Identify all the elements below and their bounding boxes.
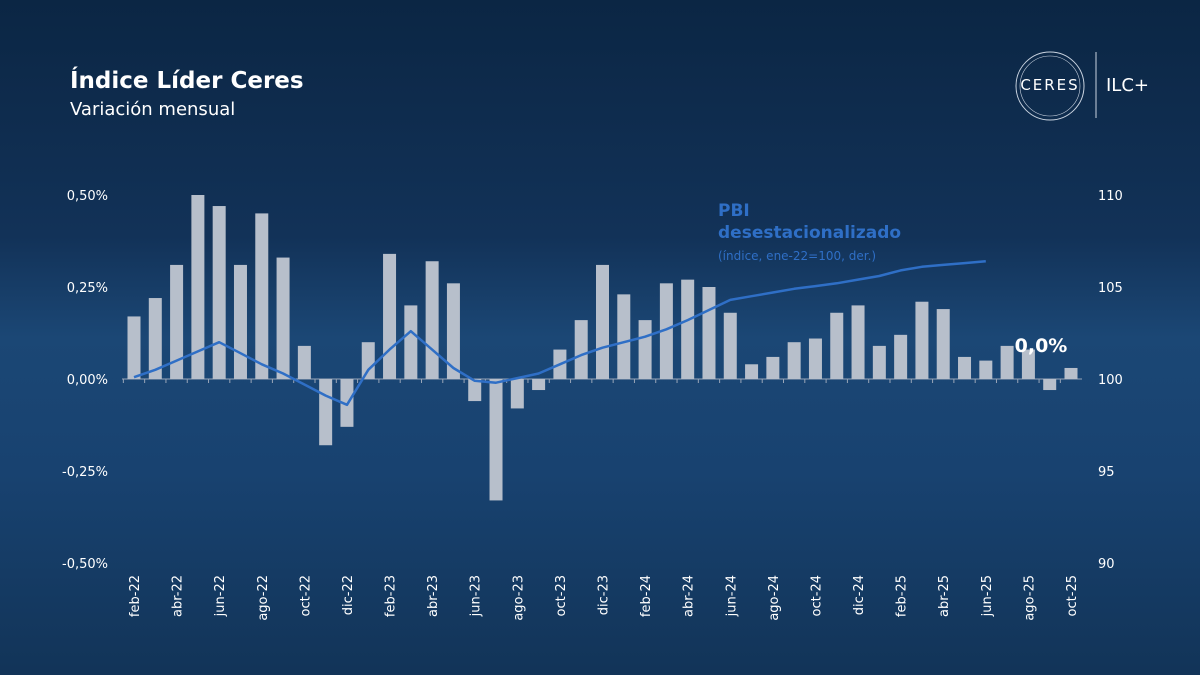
bar bbox=[936, 309, 950, 379]
bar bbox=[233, 264, 247, 379]
y2-tick-label: 100 bbox=[1098, 373, 1123, 388]
logo-ring bbox=[1019, 55, 1081, 117]
bar bbox=[958, 356, 972, 379]
x-tick-label: feb-25 bbox=[895, 575, 910, 617]
bar bbox=[723, 312, 737, 379]
bar bbox=[446, 283, 460, 379]
bar bbox=[872, 345, 886, 379]
x-tick-label: feb-23 bbox=[384, 575, 399, 617]
x-tick-label: dic-23 bbox=[597, 575, 612, 615]
bar bbox=[617, 294, 631, 379]
bar bbox=[319, 379, 333, 446]
logo-ring bbox=[1015, 51, 1085, 121]
bar bbox=[1064, 367, 1078, 379]
y-tick-label: 0,50% bbox=[67, 189, 108, 204]
bar bbox=[745, 364, 759, 379]
x-tick-label: dic-22 bbox=[341, 575, 356, 615]
bar bbox=[489, 379, 503, 501]
bar bbox=[191, 195, 205, 379]
bar bbox=[596, 264, 609, 379]
line-legend: PBI desestacionalizado bbox=[718, 201, 902, 243]
line-note: (índice, ene-22=100, der.) bbox=[718, 249, 877, 263]
bar bbox=[255, 213, 269, 379]
bar bbox=[702, 287, 716, 379]
logo-product: ILC+ bbox=[1106, 75, 1149, 96]
bar bbox=[404, 305, 418, 379]
line bbox=[133, 259, 986, 407]
bar bbox=[148, 298, 162, 379]
x-tick-label: oct-25 bbox=[1065, 575, 1080, 616]
bar bbox=[638, 320, 652, 379]
x-tick-label: oct-23 bbox=[554, 575, 569, 616]
bar bbox=[361, 342, 375, 379]
bar bbox=[851, 305, 865, 379]
x-tick-label: abr-22 bbox=[171, 575, 186, 617]
x-tick-label: oct-22 bbox=[298, 575, 313, 616]
x-tick-label: feb-24 bbox=[639, 575, 654, 617]
y2-tick-label: 95 bbox=[1098, 465, 1115, 480]
bar bbox=[894, 334, 908, 379]
x-tick-label: ago-25 bbox=[1022, 575, 1037, 621]
bar bbox=[510, 379, 524, 409]
bar bbox=[766, 356, 780, 379]
bar bbox=[574, 320, 588, 379]
bar bbox=[659, 283, 673, 379]
x-tick-label: abr-25 bbox=[937, 575, 952, 617]
bar bbox=[979, 360, 993, 379]
x-tick-label: ago-24 bbox=[767, 575, 782, 621]
bar bbox=[1021, 349, 1035, 379]
chart-title: Índice Líder Ceres bbox=[70, 68, 304, 94]
bar bbox=[532, 379, 546, 391]
x-tick-label: jun-23 bbox=[469, 575, 484, 617]
bar bbox=[276, 257, 290, 379]
bar bbox=[212, 206, 226, 379]
bar bbox=[681, 279, 695, 379]
x-tick-label: oct-24 bbox=[809, 575, 824, 616]
bar bbox=[787, 342, 801, 379]
x-tick-label: jun-24 bbox=[724, 575, 739, 617]
bar bbox=[127, 316, 141, 379]
bar bbox=[1043, 379, 1057, 391]
bar bbox=[1000, 345, 1014, 379]
y-tick-label: -0,25% bbox=[62, 465, 108, 480]
bar bbox=[830, 312, 844, 379]
bar bbox=[425, 261, 439, 379]
chart-subtitle: Variación mensual bbox=[70, 99, 236, 120]
y2-tick-label: 105 bbox=[1098, 281, 1123, 296]
x-tick-label: dic-24 bbox=[852, 575, 867, 615]
x-tick-label: abr-24 bbox=[682, 575, 697, 617]
x-tick-label: ago-22 bbox=[256, 575, 271, 621]
bar bbox=[297, 345, 311, 379]
data-label: 0,0% bbox=[1015, 335, 1068, 357]
bar bbox=[808, 338, 822, 379]
bar bbox=[468, 379, 482, 402]
y2-tick-label: 110 bbox=[1098, 189, 1123, 204]
bar bbox=[383, 253, 397, 379]
x-tick-label: feb-22 bbox=[128, 575, 143, 617]
y-tick-label: 0,00% bbox=[67, 373, 108, 388]
x-tick-label: abr-23 bbox=[426, 575, 441, 617]
bar bbox=[170, 264, 184, 379]
bar bbox=[915, 301, 929, 379]
x-tick-label: jun-22 bbox=[213, 575, 228, 617]
x-tick-label: ago-23 bbox=[511, 575, 526, 621]
y-tick-label: -0,50% bbox=[62, 557, 108, 572]
logo-brand: CERES bbox=[1020, 76, 1080, 94]
y2-tick-label: 90 bbox=[1098, 557, 1115, 572]
x-tick-label: jun-25 bbox=[980, 575, 995, 617]
y-tick-label: 0,25% bbox=[67, 281, 108, 296]
